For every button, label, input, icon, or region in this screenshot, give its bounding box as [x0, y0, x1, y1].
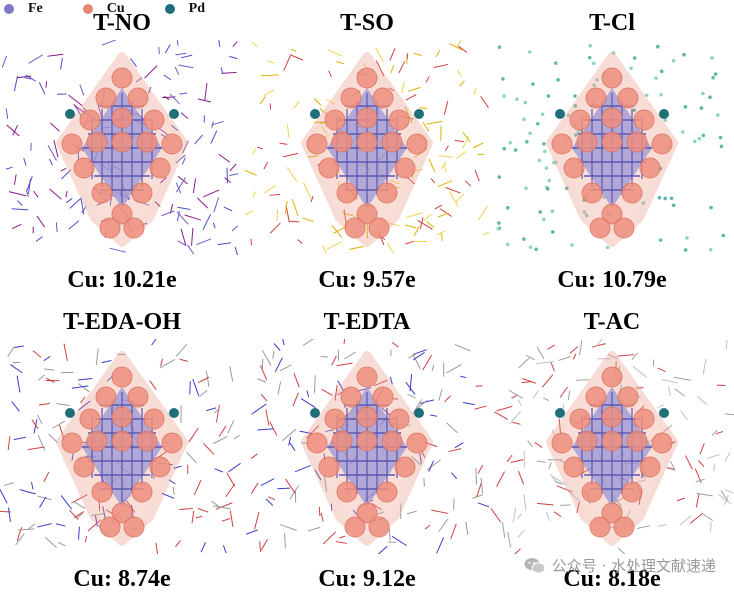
- pd-atoms: [555, 408, 669, 418]
- panel-t-edta: T-EDTA Cu: 9.12e: [245, 299, 489, 598]
- cu-atom-icon: [82, 4, 93, 14]
- cu-atoms: [551, 366, 673, 538]
- cu-charge-label: Cu: 10.79e: [557, 267, 667, 293]
- panel-t-ac: T-AC Cu: 8.18e: [490, 299, 734, 598]
- cluster-structure: [490, 339, 734, 554]
- panel-title: T-AC: [583, 309, 641, 335]
- legend-item-cu: Cu: [82, 1, 125, 17]
- cu-charge-label: Cu: 8.18e: [563, 566, 661, 592]
- panel-title: T-EDTA: [323, 309, 411, 335]
- wechat-icon: [524, 557, 546, 574]
- watermark-text: 公众号 · 水处理文献速递: [551, 557, 716, 575]
- pd-atoms: [65, 109, 179, 119]
- watermark: 公众号 · 水处理文献速递: [524, 555, 716, 576]
- legend-label: Fe: [28, 1, 43, 16]
- pd-atoms: [65, 408, 179, 418]
- cu-atoms: [306, 366, 428, 538]
- panel-t-so: T-SO Cu: 9.57e: [245, 0, 489, 299]
- cluster-structure: [245, 40, 489, 255]
- cluster-structure: [496, 43, 726, 252]
- pd-atoms: [310, 109, 424, 119]
- cu-charge-label: Cu: 9.57e: [318, 267, 416, 293]
- panel-title: T-EDA-OH: [63, 309, 181, 335]
- cu-charge-label: Cu: 10.21e: [67, 267, 177, 293]
- cu-atoms: [551, 67, 673, 239]
- legend: Fe Cu Pd: [4, 0, 245, 18]
- legend-item-pd: Pd: [164, 1, 206, 17]
- cu-atoms: [306, 67, 428, 239]
- pd-atoms: [310, 408, 424, 418]
- panel-title: T-NO: [93, 10, 151, 36]
- cu-charge-label: Cu: 9.12e: [318, 566, 416, 592]
- pd-atoms: [555, 109, 669, 119]
- legend-item-fe: Fe: [4, 1, 43, 17]
- pd-atom-icon: [164, 4, 175, 14]
- cu-atoms: [61, 67, 183, 239]
- cu-atoms: [61, 366, 183, 538]
- panel-t-cl: T-Cl Cu: 10.79e: [490, 0, 734, 299]
- panel-title: T-SO: [340, 10, 394, 36]
- legend-label: Cu: [106, 1, 125, 16]
- cluster-structure: [246, 339, 489, 554]
- cluster-structure: [1, 40, 239, 255]
- fe-atom-icon: [4, 4, 14, 14]
- cluster-structure: [0, 339, 241, 554]
- legend-label: Pd: [188, 1, 206, 16]
- panel-title: T-Cl: [589, 10, 635, 36]
- cu-charge-label: Cu: 8.74e: [73, 566, 171, 592]
- panel-t-no: T-NO Cu: 10.21e: [0, 0, 244, 299]
- panel-t-eda-oh: T-EDA-OH Cu: 8.74e: [0, 299, 244, 598]
